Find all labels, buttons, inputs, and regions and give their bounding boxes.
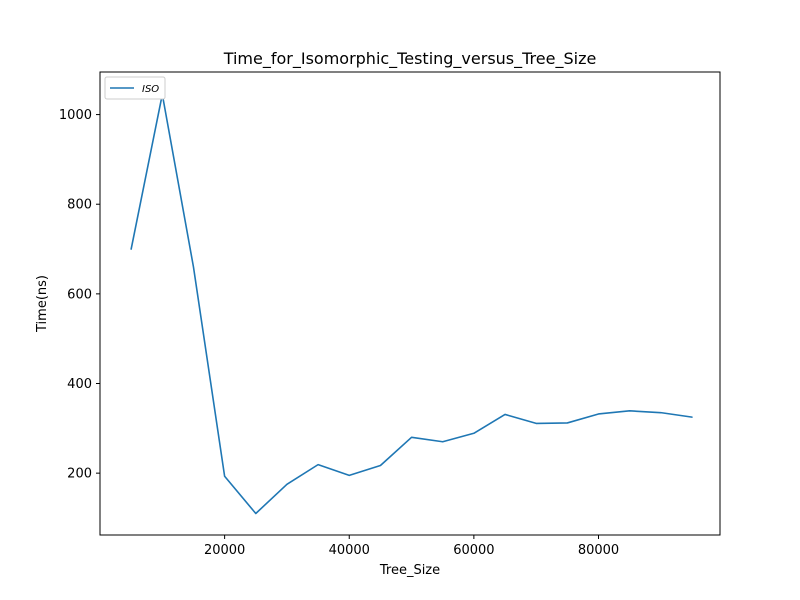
x-axis-label: Tree_Size — [379, 563, 440, 578]
series-layer — [130, 93, 693, 515]
y-tick-label: 1000 — [59, 108, 92, 123]
series-line-iso — [130, 93, 693, 515]
y-tick-label: 400 — [67, 377, 92, 392]
plot-area — [99, 71, 721, 536]
y-tick-label: 800 — [67, 198, 92, 213]
x-tick-label: 60000 — [453, 543, 494, 558]
chart-title: Time_for_Isomorphic_Testing_versus_Tree_… — [223, 49, 597, 69]
legend-box — [104, 76, 166, 100]
y-tick-label: 600 — [67, 287, 92, 302]
y-axis-label: Time(ns) — [35, 275, 50, 333]
x-tick-label: 40000 — [329, 543, 370, 558]
y-axis-ticks: 200 400 600 800 1000 — [59, 108, 100, 482]
x-axis-ticks: 20000 40000 60000 80000 — [204, 535, 619, 558]
x-tick-label: 20000 — [204, 543, 245, 558]
x-tick-label: 80000 — [578, 543, 619, 558]
legend-entry-iso: ISO — [142, 84, 159, 95]
legend: ISO — [104, 76, 166, 100]
y-tick-label: 200 — [67, 467, 92, 482]
